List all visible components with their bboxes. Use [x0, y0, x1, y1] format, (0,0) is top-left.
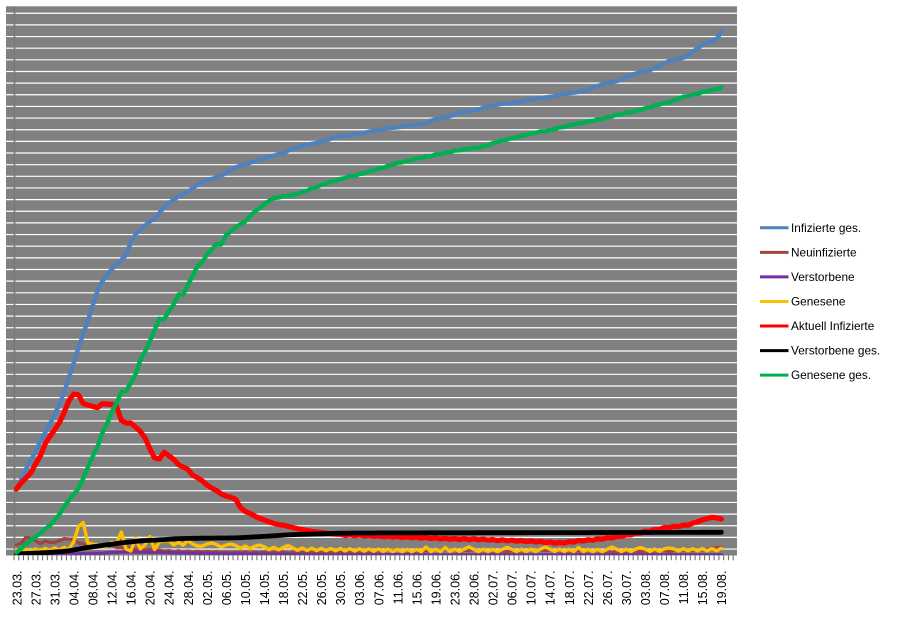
svg-text:Verstorbene ges.: Verstorbene ges.	[791, 344, 880, 358]
svg-text:02.05.: 02.05.	[201, 571, 215, 606]
svg-text:28.04.: 28.04.	[182, 571, 196, 606]
svg-text:15.06.: 15.06.	[410, 571, 424, 606]
svg-text:31.03.: 31.03.	[48, 571, 62, 606]
svg-text:03.06.: 03.06.	[353, 571, 367, 606]
svg-text:02.07.: 02.07.	[487, 571, 501, 606]
svg-text:27.03.: 27.03.	[29, 571, 43, 606]
svg-text:03.08.: 03.08.	[639, 571, 653, 606]
svg-text:26.07.: 26.07.	[601, 571, 615, 606]
svg-text:Infizierte ges.: Infizierte ges.	[791, 221, 861, 235]
svg-text:12.04.: 12.04.	[106, 571, 120, 606]
svg-text:10.07.: 10.07.	[525, 571, 539, 606]
svg-text:28.06.: 28.06.	[468, 571, 482, 606]
svg-text:18.05.: 18.05.	[277, 571, 291, 606]
svg-text:07.08.: 07.08.	[658, 571, 672, 606]
svg-text:Genesene ges.: Genesene ges.	[791, 368, 871, 382]
svg-text:16.04.: 16.04.	[125, 571, 139, 606]
svg-text:Verstorbene: Verstorbene	[791, 270, 855, 284]
svg-text:07.06.: 07.06.	[372, 571, 386, 606]
svg-text:Aktuell Infizierte: Aktuell Infizierte	[791, 319, 875, 333]
svg-text:23.06.: 23.06.	[449, 571, 463, 606]
svg-text:18.07.: 18.07.	[563, 571, 577, 606]
svg-text:22.07.: 22.07.	[582, 571, 596, 606]
svg-text:14.07.: 14.07.	[544, 571, 558, 606]
svg-text:08.04.: 08.04.	[87, 571, 101, 606]
svg-text:04.04.: 04.04.	[68, 571, 82, 606]
svg-text:06.05.: 06.05.	[220, 571, 234, 606]
svg-text:30.05.: 30.05.	[334, 571, 348, 606]
svg-text:30.07.: 30.07.	[620, 571, 634, 606]
svg-text:19.06.: 19.06.	[429, 571, 443, 606]
svg-text:Genesene: Genesene	[791, 295, 846, 309]
svg-text:06.07.: 06.07.	[506, 571, 520, 606]
svg-text:20.04.: 20.04.	[144, 571, 158, 606]
svg-text:11.08.: 11.08.	[677, 571, 691, 605]
svg-text:15.08.: 15.08.	[696, 571, 710, 606]
svg-text:26.05.: 26.05.	[315, 571, 329, 606]
svg-text:19.08.: 19.08.	[715, 571, 729, 606]
svg-text:22.05.: 22.05.	[296, 571, 310, 606]
svg-text:11.06.: 11.06.	[391, 571, 405, 605]
svg-text:23.03.: 23.03.	[10, 571, 24, 606]
svg-text:10.05.: 10.05.	[239, 571, 253, 606]
svg-text:14.05.: 14.05.	[258, 571, 272, 606]
svg-text:Neuinfizierte: Neuinfizierte	[791, 245, 857, 259]
svg-text:24.04.: 24.04.	[163, 571, 177, 606]
